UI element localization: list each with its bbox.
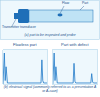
html-text:Part: Part	[82, 1, 89, 5]
html-text:(a) part to be inspected and p: (a) part to be inspected and probe	[24, 33, 76, 37]
svg-text:Part with defect: Part with defect	[61, 42, 89, 47]
html-text:Transmitter transducer: Transmitter transducer	[2, 25, 36, 29]
html-text:Flaw: Flaw	[62, 1, 70, 5]
svg-text:Flawless part: Flawless part	[13, 42, 37, 47]
html-text:(b) electrical signal (commonl: (b) electrical signal (commonly referred…	[3, 85, 97, 93]
